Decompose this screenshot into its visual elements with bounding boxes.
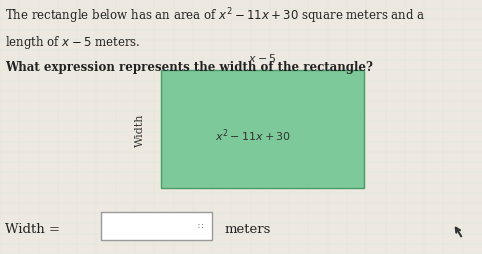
Text: $x^2 - 11x + 30$: $x^2 - 11x + 30$ [214, 127, 291, 144]
Text: ∷: ∷ [197, 221, 203, 231]
Text: What expression represents the width of the rectangle?: What expression represents the width of … [5, 61, 373, 74]
Bar [161, 71, 364, 188]
Text: $x - 5$: $x - 5$ [248, 52, 277, 64]
Text: meters: meters [224, 222, 270, 235]
Text: Width: Width [135, 113, 145, 146]
Text: length of $x - 5$ meters.: length of $x - 5$ meters. [5, 34, 140, 51]
Text: The rectangle below has an area of $x^2 - 11x + 30$ square meters and a: The rectangle below has an area of $x^2 … [5, 6, 425, 26]
Bar [101, 212, 212, 240]
Text: Width =: Width = [5, 222, 64, 235]
